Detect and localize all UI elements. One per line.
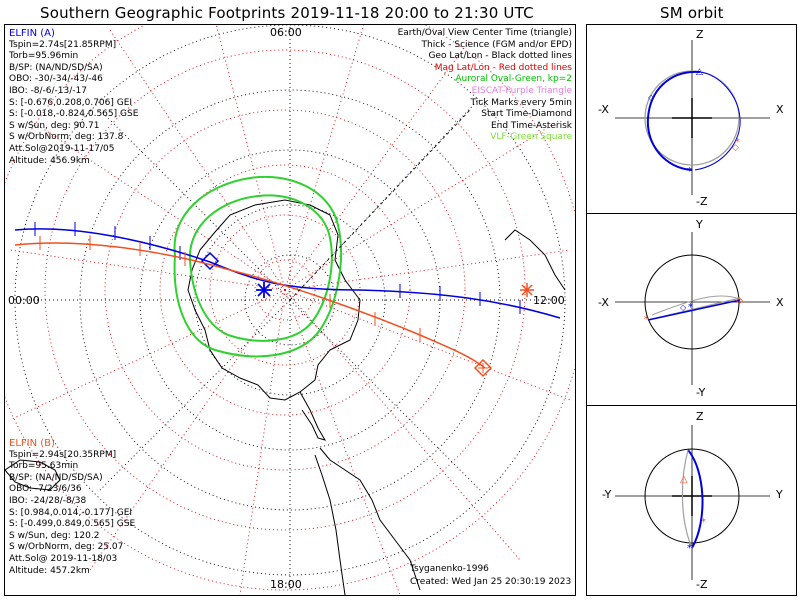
legend-item: Mag Lat/Lon - Red dotted lines [434,62,572,73]
svg-text:◇: ◇ [648,93,655,102]
svg-text:◇: ◇ [680,303,687,312]
elfin-a-line: Att.Sol@2019-11-17/05 [9,143,115,154]
elfin-a-line: S w/OrbNorm, deg: 137.8 [9,132,124,143]
svg-text:*: * [687,166,692,177]
elfin-b-line: OBO: -7/23/6/36 [9,484,82,495]
created-label: Created: Wed Jan 25 20:30:19 2023 [410,577,572,587]
orbit-xz-right-label: X [776,103,784,116]
legend-item: End Time-Asterisk [490,120,572,131]
orbit-yz-bottom-label: -Z [696,578,708,591]
svg-text:*: * [644,315,649,325]
legend-item: Earth/Oval View Center Time (triangle) [397,28,572,38]
australia-outline [5,459,61,491]
svg-text:*: * [687,543,692,554]
elfin-b-start-asterisk [520,283,534,297]
orbit-xy-plot: * ◇ * ◇ [615,232,770,385]
time-label-top: 06:00 [270,26,302,39]
legend-item: Tick Marks every 5min [470,97,572,108]
elfin-a-center-asterisk [256,282,272,298]
svg-text:◇: ◇ [736,296,743,306]
svg-text:*: * [701,517,706,528]
elfin-a-line: S: [-0.676,0.208,0.706] GEI [9,97,133,108]
orbit-yz-left-label: -Y [602,488,612,501]
model-label: Tsyganenko-1996 [410,564,489,574]
elfin-a-line: IBO: -8/-6/-13/-17 [9,85,87,96]
orbit-yz-right-label: Y [776,488,783,501]
svg-text:◇: ◇ [732,143,739,153]
elfin-b-line: S: [-0.499,0.849,0.565] GSE [9,519,136,530]
elfin-a-line: OBO: -30/-34/-43/-46 [9,74,103,85]
elfin-a-line: S: [-0.018,-0.824,0.565] GSE [9,109,139,120]
elfin-b-ticks [39,236,421,342]
legend-item: VLF-Green Square [490,132,572,143]
orbit-xz-left-label: -X [598,103,609,116]
elfin-b-line: S w/OrbNorm, deg: 25.07 [9,542,124,553]
elfin-b-line: Att.Sol@ 2019-11-18/03 [9,553,118,564]
orbit-frame [586,24,797,596]
legend-item: Auroral Oval-Green, kp=2 [455,74,572,85]
time-label-right: 12:00 [533,294,565,307]
orbit-xz-plot: △ * * ◇ ◇ [615,40,770,195]
auroral-oval [173,175,342,358]
south-america-outline [314,447,421,595]
elfin-a-start-diamond [200,251,220,271]
elfin-a-line: S w/Sun, deg: 90.71 [9,120,100,131]
orbit-xz-top-label: Z [696,28,704,41]
antarctica-outline [187,199,361,401]
elfin-a-track [14,228,561,319]
legend-item: Thick - Science (FGM and/or EPD) [421,39,572,50]
orbit-xy-top-label: Y [696,218,703,231]
elfin-b-line: S w/Sun, deg: 120.2 [9,530,100,541]
elfin-b-line: IBO: -24/28/-8/38 [9,495,87,506]
elfin-a-info: ELFIN (A) Tspin=2.74s[21.85RPM] Torb=95.… [9,28,138,167]
elfin-b-name: ELFIN (B) [9,438,55,449]
elfin-b-line: Tspin=2.94s[20.35RPM] [9,449,117,460]
legend-item: Geo Lat/Lon - Black dotted lines [428,51,572,62]
elfin-a-line: B/SP: (NA/ND/SD/SA) [9,62,103,73]
elfin-b-line: Altitude: 457.2km [9,565,90,576]
elfin-b-end-marker [473,358,493,378]
svg-text:*: * [688,302,693,313]
elfin-b-line: Torb=95.63min [9,461,79,472]
svg-text:△: △ [696,67,703,77]
elfin-a-line: Altitude: 456.9km [9,155,90,166]
svg-text:△: △ [680,474,688,485]
elfin-b-line: S: [0.984,0.014,-0.177] GEI [9,507,133,518]
orbit-xz-bottom-label: -Z [696,195,708,208]
elfin-a-line: Torb=95.96min [9,51,79,62]
orbit-xy-bottom-label: -Y [696,386,706,399]
main-title: Southern Geographic Footprints 2019-11-1… [40,4,534,22]
legend-item: Start Time-Diamond [481,109,572,120]
elfin-b-line: B/SP: (NA/ND/SD/SA) [9,472,103,483]
time-label-left: 00:00 [8,294,40,307]
elfin-a-line: Tspin=2.74s[21.85RPM] [9,39,117,50]
africa-outline [504,229,566,291]
elfin-b-track [14,242,486,369]
map-legend: Earth/Oval View Center Time (triangle) T… [398,28,572,144]
orbit-yz-top-label: Z [696,410,704,423]
time-label-bottom: 18:00 [270,578,302,591]
elfin-b-info: ELFIN (B) Tspin=2.94s[20.35RPM] Torb=95.… [9,438,135,577]
legend-item: EISCAT-Purple Triangle [471,85,572,96]
peninsula-outline [299,391,327,441]
elfin-a-name: ELFIN (A) [9,28,55,39]
orbit-title: SM orbit [660,4,724,22]
orbit-xy-right-label: X [776,296,784,309]
map-frame [4,24,576,596]
view-center-line [289,109,471,301]
svg-text:*: * [735,137,740,148]
orbit-yz-plot: △ * * [615,425,770,580]
orbit-xy-left-label: -X [598,296,609,309]
